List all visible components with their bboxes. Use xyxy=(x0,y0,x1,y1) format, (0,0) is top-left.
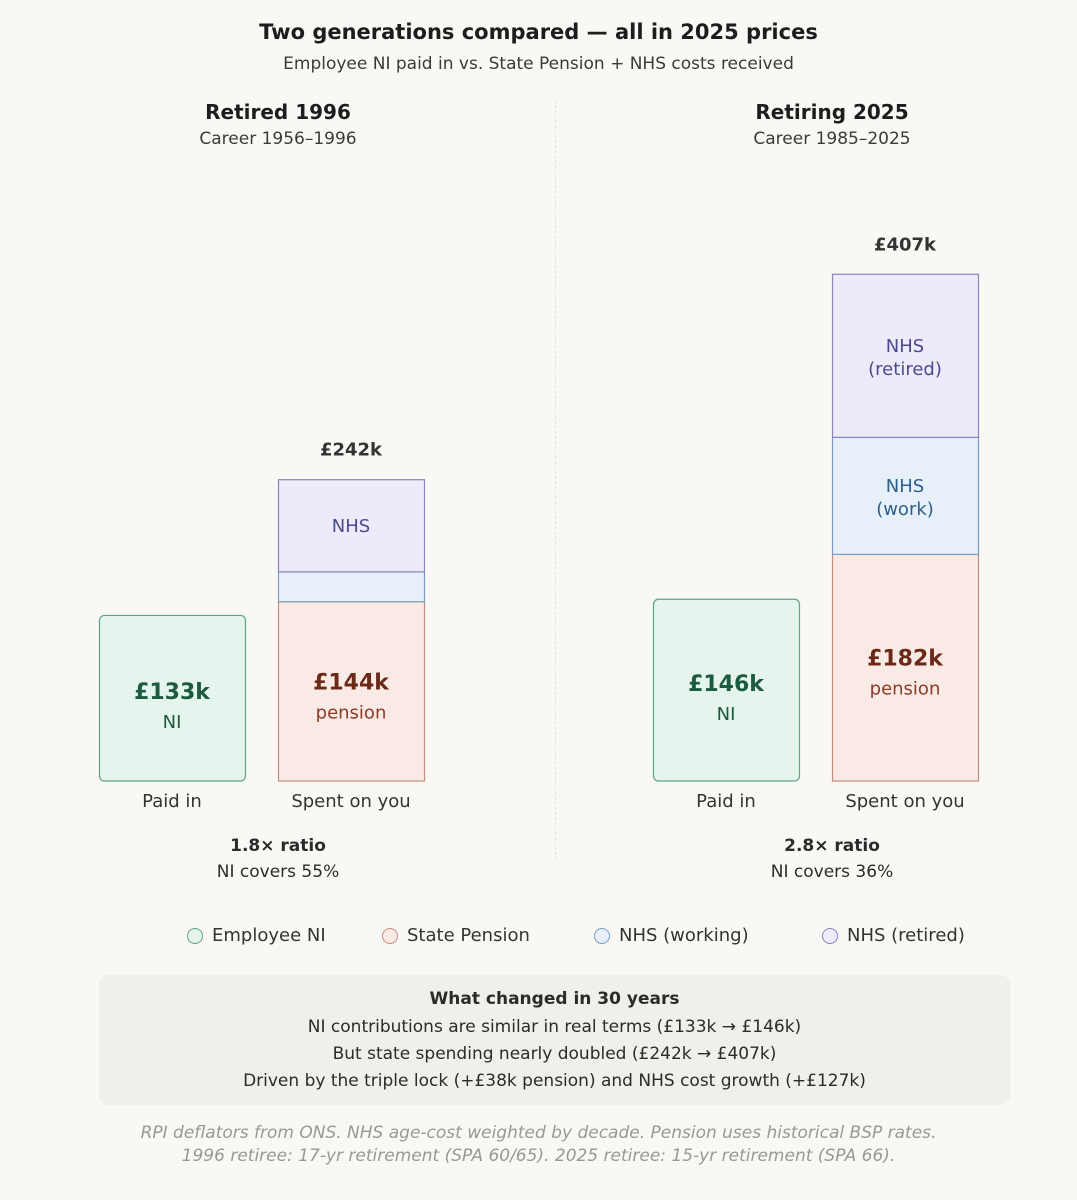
nhs-retired-label-2025: NHS xyxy=(886,336,924,357)
paid-in-sub-2025: NI xyxy=(717,704,736,725)
legend-item-pension: State Pension xyxy=(382,925,530,946)
paid-in-sub-1996: NI xyxy=(163,712,182,733)
nhs-retired-sub-2025: (retired) xyxy=(868,359,942,380)
what-changed-line-1: NI contributions are similar in real ter… xyxy=(307,1017,802,1037)
pension-sub-1996: pension xyxy=(316,702,387,723)
stacked-bar-chart: £133k NI £144k pension NHS £242k Paid in Spent … xyxy=(98,234,980,812)
paid-in-value-1996: £133k xyxy=(134,680,211,705)
coverage-2025: NI covers 36% xyxy=(770,862,894,882)
nhs-working-label-2025: NHS xyxy=(886,476,924,497)
category-spent-1996: Spent on you xyxy=(291,791,410,812)
footnote-line-1: RPI deflators from ONS. NHS age-cost wei… xyxy=(140,1123,937,1143)
nhs-retired-label-1996: NHS xyxy=(332,516,370,537)
paid-in-value-2025: £146k xyxy=(688,672,765,697)
panel-title-1996: Retired 1996 xyxy=(205,100,351,124)
legend-swatch-nhs-working xyxy=(594,927,610,944)
ratio-1996: 1.8× ratio xyxy=(230,836,326,856)
chart-title: Two generations compared — all in 2025 p… xyxy=(259,20,818,44)
legend-label-nhs-retired: NHS (retired) xyxy=(847,925,965,946)
legend-item-ni: Employee NI xyxy=(187,925,326,946)
panel-subtitle-1996: Career 1956–1996 xyxy=(199,129,357,149)
panel-subtitle-2025: Career 1985–2025 xyxy=(753,129,911,149)
what-changed-heading: What changed in 30 years xyxy=(429,989,680,1009)
paid-in-bar-1996 xyxy=(98,614,247,782)
pension-segment-1996 xyxy=(277,601,426,782)
what-changed-line-2: But state spending nearly doubled (£242k… xyxy=(332,1044,777,1064)
nhs-working-sub-2025: (work) xyxy=(876,499,934,520)
legend-swatch-pension xyxy=(382,927,398,944)
nhs-retired-segment-2025 xyxy=(831,273,980,438)
chart-subtitle: Employee NI paid in vs. State Pension + … xyxy=(283,54,794,74)
legend-item-nhs-retired: NHS (retired) xyxy=(822,925,965,946)
category-paid-in-1996: Paid in xyxy=(142,791,202,812)
total-label-2025: £407k xyxy=(874,234,937,255)
ratio-2025: 2.8× ratio xyxy=(784,836,880,856)
footnote-line-2: 1996 retiree: 17-yr retirement (SPA 60/6… xyxy=(181,1146,896,1166)
pension-value-1996: £144k xyxy=(313,670,390,695)
nhs-retired-segment-1996 xyxy=(277,479,426,573)
pension-segment-2025 xyxy=(831,553,980,782)
legend-label-pension: State Pension xyxy=(407,925,530,946)
pension-value-2025: £182k xyxy=(867,647,944,672)
legend: Employee NI State Pension NHS (working) … xyxy=(0,925,1077,951)
category-spent-2025: Spent on you xyxy=(845,791,964,812)
panel-divider xyxy=(555,100,556,860)
nhs-working-segment-2025 xyxy=(831,436,980,556)
legend-swatch-ni xyxy=(187,927,203,944)
legend-swatch-nhs-retired xyxy=(822,927,838,944)
nhs-working-segment-1996 xyxy=(277,571,426,603)
what-changed-line-3: Driven by the triple lock (+£38k pension… xyxy=(243,1071,866,1091)
legend-label-ni: Employee NI xyxy=(212,925,326,946)
coverage-1996: NI covers 55% xyxy=(216,862,340,882)
paid-in-bar-2025 xyxy=(652,598,801,782)
legend-label-nhs-working: NHS (working) xyxy=(619,925,749,946)
total-label-1996: £242k xyxy=(320,440,383,461)
category-paid-in-2025: Paid in xyxy=(696,791,756,812)
footnote: RPI deflators from ONS. NHS age-cost wei… xyxy=(0,1122,1077,1168)
panel-title-2025: Retiring 2025 xyxy=(755,100,909,124)
legend-item-nhs-working: NHS (working) xyxy=(594,925,749,946)
pension-sub-2025: pension xyxy=(870,679,941,700)
what-changed-box: What changed in 30 years NI contribution… xyxy=(99,975,1010,1105)
